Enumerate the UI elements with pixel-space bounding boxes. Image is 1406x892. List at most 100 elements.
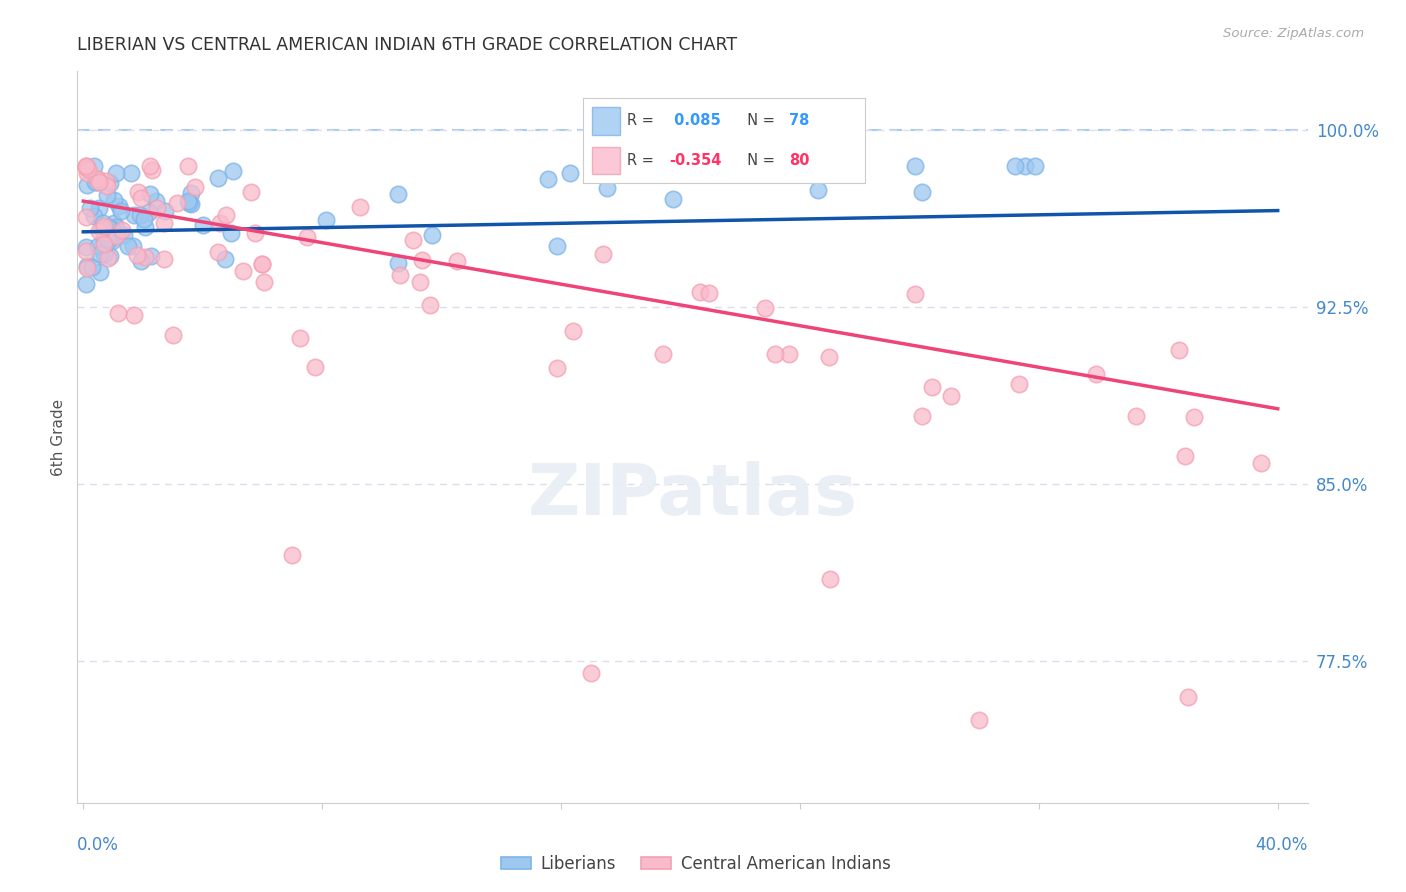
Point bbox=[91, 221, 114, 235]
Point bbox=[146, 201, 169, 215]
Point bbox=[697, 286, 720, 301]
Point bbox=[120, 166, 142, 180]
Point bbox=[129, 191, 152, 205]
Point bbox=[93, 236, 115, 251]
Text: R =: R = bbox=[627, 153, 658, 169]
Point bbox=[297, 230, 319, 244]
Text: Source: ZipAtlas.com: Source: ZipAtlas.com bbox=[1223, 27, 1364, 40]
Point bbox=[98, 248, 121, 262]
Point bbox=[921, 380, 943, 394]
Point bbox=[304, 359, 326, 374]
Text: N =: N = bbox=[738, 153, 780, 169]
Point bbox=[125, 248, 148, 262]
Text: -0.354: -0.354 bbox=[669, 153, 721, 169]
Point bbox=[110, 204, 132, 219]
Point bbox=[281, 548, 304, 562]
Point bbox=[315, 213, 337, 227]
Point bbox=[93, 247, 115, 261]
Point bbox=[139, 187, 162, 202]
Point bbox=[138, 205, 160, 219]
Point bbox=[139, 249, 162, 263]
Point bbox=[87, 172, 110, 186]
Point bbox=[145, 194, 167, 208]
Point bbox=[763, 347, 786, 361]
Point bbox=[129, 253, 152, 268]
Point bbox=[103, 193, 125, 207]
Point bbox=[100, 221, 122, 235]
Point bbox=[82, 260, 104, 274]
Point bbox=[232, 264, 254, 278]
Text: R =: R = bbox=[627, 113, 658, 128]
Point bbox=[253, 276, 276, 290]
Point bbox=[749, 159, 772, 173]
Point bbox=[910, 185, 932, 199]
Point bbox=[207, 171, 229, 186]
Legend: Liberians, Central American Indians: Liberians, Central American Indians bbox=[494, 848, 898, 880]
Point bbox=[97, 252, 120, 266]
Text: ZIPatlas: ZIPatlas bbox=[527, 461, 858, 530]
Point bbox=[1182, 409, 1205, 424]
Point bbox=[349, 200, 371, 214]
Point bbox=[536, 172, 558, 186]
Point bbox=[904, 286, 927, 301]
Point bbox=[89, 265, 111, 279]
Point bbox=[117, 238, 139, 252]
Bar bbox=[592, 107, 620, 135]
Point bbox=[689, 285, 711, 300]
Point bbox=[446, 254, 468, 268]
Point bbox=[776, 160, 799, 174]
Point bbox=[153, 204, 176, 219]
Point bbox=[579, 666, 602, 681]
Point bbox=[387, 256, 409, 270]
Point bbox=[179, 196, 201, 211]
Point bbox=[108, 199, 131, 213]
Point bbox=[754, 301, 776, 315]
Point bbox=[193, 219, 215, 233]
Point bbox=[152, 252, 174, 267]
Point bbox=[1014, 159, 1036, 173]
Point bbox=[104, 229, 127, 244]
Text: 40.0%: 40.0% bbox=[1256, 836, 1308, 854]
Point bbox=[1174, 449, 1197, 463]
Point bbox=[162, 328, 184, 343]
Point bbox=[419, 298, 441, 312]
Point bbox=[86, 175, 108, 189]
Point bbox=[592, 246, 614, 260]
Point bbox=[75, 244, 97, 258]
Point bbox=[662, 192, 685, 206]
Point bbox=[93, 219, 115, 233]
Point bbox=[93, 235, 115, 249]
Point bbox=[96, 188, 118, 202]
Text: N =: N = bbox=[738, 113, 780, 128]
Point bbox=[103, 217, 125, 231]
Point bbox=[76, 259, 98, 273]
Point bbox=[939, 389, 962, 403]
Point bbox=[107, 306, 129, 320]
Point bbox=[177, 194, 200, 208]
Point bbox=[153, 216, 176, 230]
Point bbox=[76, 178, 98, 192]
Point bbox=[94, 227, 117, 241]
Point bbox=[96, 232, 118, 246]
Point bbox=[91, 216, 114, 230]
Point bbox=[96, 174, 118, 188]
Point bbox=[86, 172, 108, 186]
Point bbox=[1024, 159, 1046, 173]
Point bbox=[546, 239, 568, 253]
Point bbox=[75, 159, 97, 173]
Point bbox=[129, 209, 152, 223]
Point bbox=[1250, 456, 1272, 470]
Point bbox=[818, 572, 841, 586]
Point bbox=[1125, 409, 1147, 424]
Point bbox=[83, 209, 105, 223]
Point bbox=[420, 227, 443, 242]
Point bbox=[288, 331, 311, 345]
Point bbox=[807, 183, 830, 197]
Point bbox=[75, 159, 97, 173]
Point bbox=[76, 166, 98, 180]
Point bbox=[89, 247, 111, 261]
Point bbox=[98, 229, 121, 244]
Point bbox=[411, 253, 433, 268]
Point bbox=[387, 187, 409, 202]
Point bbox=[209, 216, 232, 230]
